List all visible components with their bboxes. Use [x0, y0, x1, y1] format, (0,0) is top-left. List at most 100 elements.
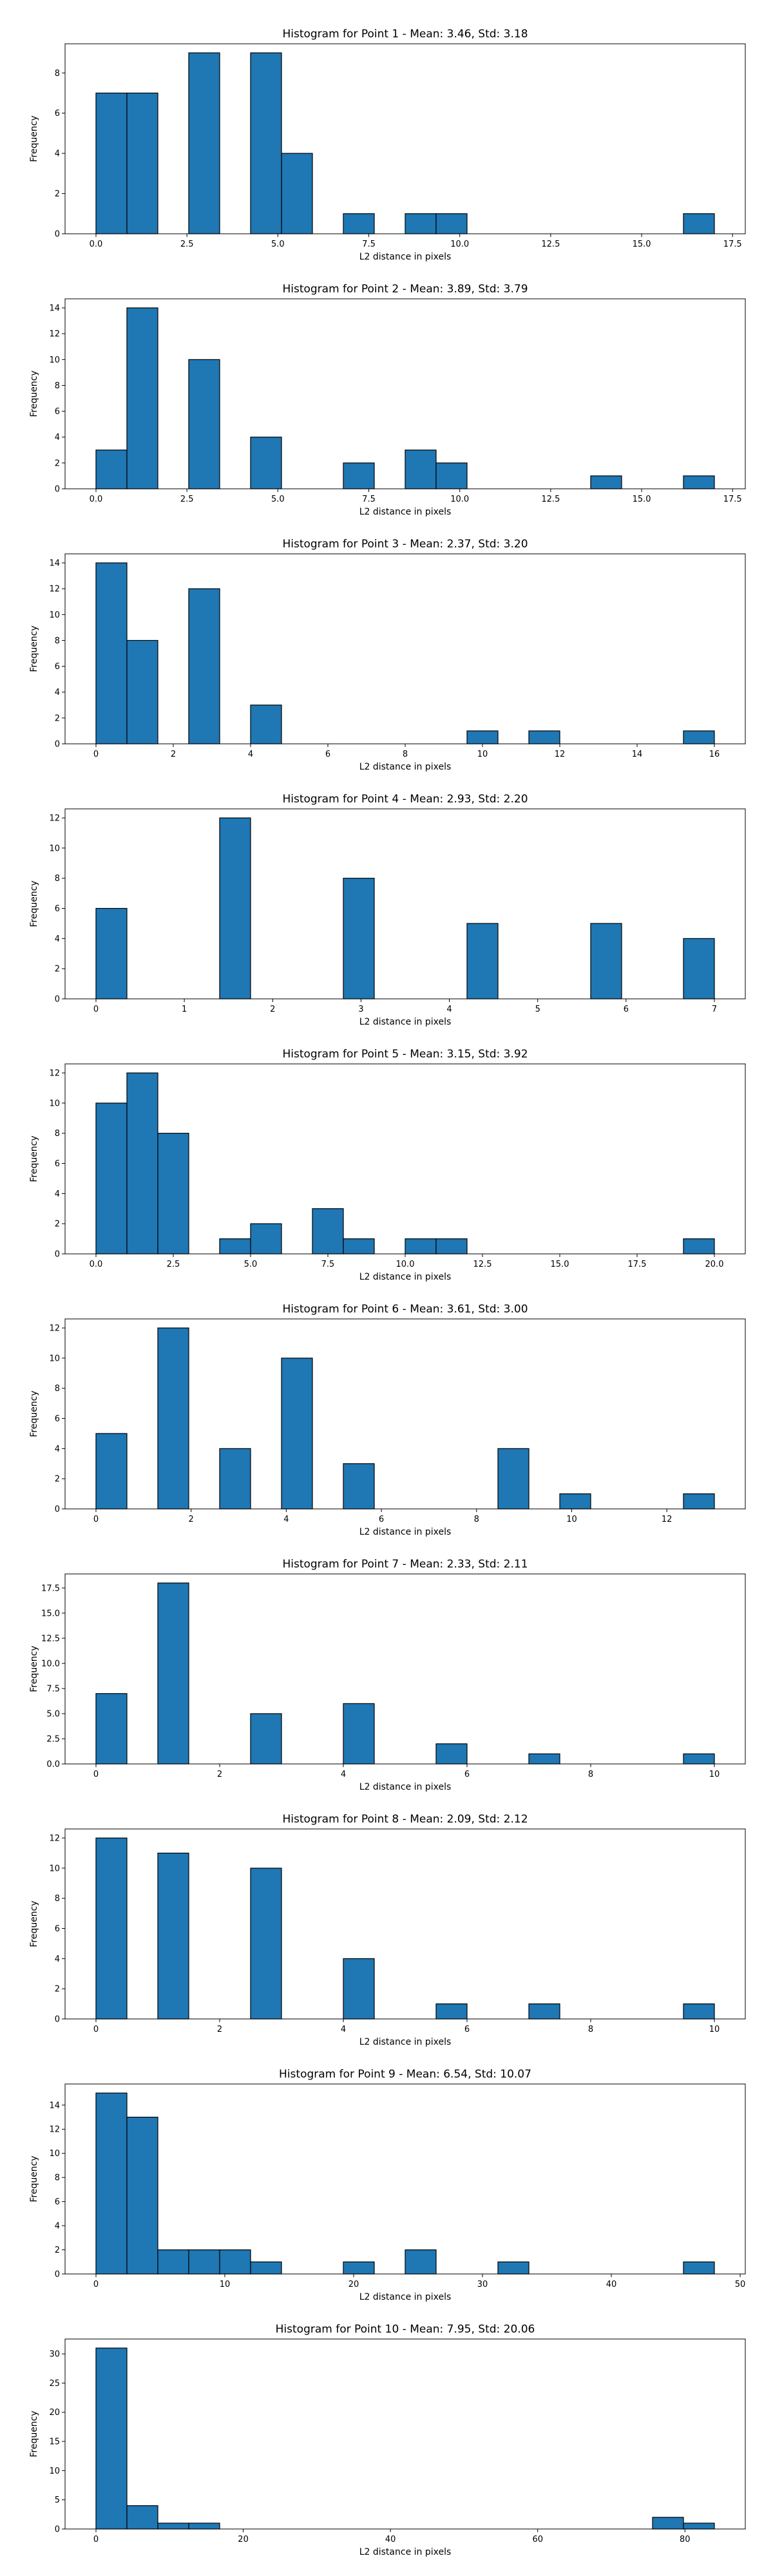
y-axis: 0 2 4 6 8 10 12: [49, 1834, 65, 2025]
y-tick-label: 12: [49, 814, 60, 824]
y-axis: 0 2 4 6 8: [55, 69, 65, 240]
y-tick-label: 12: [49, 1324, 60, 1334]
x-tick-label: 10: [566, 1515, 577, 1524]
histogram-bar: [683, 1238, 715, 1255]
histogram-bar: [497, 2261, 530, 2275]
histogram-bar: [590, 475, 622, 489]
chart-title: Histogram for Point 3 - Mean: 2.37, Std:…: [282, 538, 528, 551]
x-tick-label: 0: [93, 2535, 99, 2544]
histogram-bar: [188, 2523, 220, 2530]
bars: [95, 307, 715, 489]
y-axis-label: Frequency: [29, 1900, 39, 1947]
x-tick-label: 0: [93, 2280, 99, 2289]
histogram-bar: [250, 705, 282, 744]
y-tick-label: 15: [49, 2438, 60, 2447]
histogram-bar: [157, 2249, 189, 2275]
bars: [95, 1837, 715, 2020]
y-tick-label: 0: [55, 740, 60, 750]
histogram-bar: [435, 1238, 468, 1255]
x-tick-label: 10: [477, 750, 488, 759]
x-tick-label: 8: [403, 750, 408, 759]
x-tick-label: 10.0: [450, 240, 469, 249]
y-axis: 0 2 4 6 8 10 12: [49, 1069, 65, 1260]
histogram-bar: [652, 2517, 684, 2530]
histogram-panel-4: Histogram for Point 4 - Mean: 2.93, Std:…: [0, 770, 773, 1027]
histogram-svg-8: Histogram for Point 8 - Mean: 2.09, Std:…: [29, 1813, 746, 2047]
x-axis-label: L2 distance in pixels: [359, 2547, 452, 2557]
axes-frame: [64, 2083, 746, 2275]
y-tick-label: 10: [49, 1099, 60, 1108]
histogram-bar: [219, 1238, 251, 1255]
x-tick-label: 15.0: [551, 1260, 569, 1269]
y-tick-label: 4: [55, 1189, 60, 1199]
y-tick-label: 14: [49, 2101, 60, 2110]
histogram-bar: [683, 2261, 715, 2275]
chart-title: Histogram for Point 10 - Mean: 7.95, Std…: [276, 2323, 535, 2336]
histogram-bar: [343, 462, 375, 489]
y-tick-label: 12: [49, 585, 60, 594]
y-tick-label: 4: [55, 934, 60, 944]
histogram-panel-10: Histogram for Point 10 - Mean: 7.95, Std…: [0, 2300, 773, 2557]
histogram-bar: [157, 1327, 189, 1510]
x-tick-label: 15.0: [633, 495, 651, 504]
x-axis: 0 10 20 30 40 50: [93, 2274, 745, 2289]
y-tick-label: 0: [55, 2525, 60, 2535]
y-axis: 0 2 4 6 8 10 12: [49, 1324, 65, 1515]
y-tick-label: 10: [49, 2149, 60, 2159]
y-tick-label: 0: [55, 2015, 60, 2025]
y-axis-label: Frequency: [29, 1645, 39, 1692]
x-axis-label: L2 distance in pixels: [359, 1017, 452, 1027]
histogram-bar: [466, 730, 499, 744]
y-tick-label: 0.0: [46, 1760, 60, 1770]
x-tick-label: 10: [709, 2025, 720, 2034]
histogram-bar: [250, 437, 282, 489]
y-tick-label: 10: [49, 844, 60, 853]
y-axis: 0 2 4 6 8 10 12 14: [49, 559, 65, 750]
histogram-bar: [343, 213, 375, 234]
histogram-bar: [343, 878, 375, 999]
y-tick-label: 0: [55, 485, 60, 495]
y-tick-label: 6: [55, 407, 60, 417]
histogram-bar: [683, 1493, 715, 1510]
histogram-bar: [435, 1743, 468, 1765]
histogram-bar: [405, 2249, 437, 2275]
histogram-bar: [126, 92, 158, 234]
y-tick-label: 7.5: [46, 1684, 60, 1694]
histogram-bar: [250, 2261, 282, 2275]
x-tick-label: 0.0: [90, 495, 103, 504]
x-tick-label: 7.5: [321, 1260, 335, 1269]
x-tick-label: 50: [735, 2280, 746, 2289]
x-axis-label: L2 distance in pixels: [359, 1272, 452, 1282]
y-tick-label: 8: [55, 636, 60, 646]
y-tick-label: 5: [55, 2496, 60, 2505]
axes-frame: [64, 1318, 746, 1510]
histogram-panel-7: Histogram for Point 7 - Mean: 2.33, Std:…: [0, 1535, 773, 1792]
histogram-bar: [250, 1223, 282, 1255]
histogram-bar: [126, 2505, 158, 2530]
y-tick-label: 10: [49, 2467, 60, 2476]
y-tick-label: 0: [55, 1505, 60, 1515]
y-tick-label: 10: [49, 355, 60, 365]
x-tick-label: 4: [341, 1770, 346, 1779]
histogram-bar: [157, 1133, 189, 1255]
x-tick-label: 20.0: [705, 1260, 724, 1269]
y-tick-label: 10.0: [41, 1659, 60, 1669]
x-axis: 0 2 4 6 8 10: [93, 1764, 720, 1779]
y-axis-label: Frequency: [29, 1390, 39, 1437]
x-tick-label: 17.5: [723, 240, 742, 249]
histogram-bar: [95, 2092, 128, 2275]
x-tick-label: 2.5: [167, 1260, 180, 1269]
histogram-bar: [683, 730, 715, 744]
histogram-bar: [683, 2523, 715, 2530]
histogram-bar: [157, 2523, 189, 2530]
x-tick-label: 5.0: [271, 240, 285, 249]
axes-frame: [64, 43, 746, 234]
histogram-bar: [157, 1582, 189, 1765]
histogram-bar: [435, 213, 468, 234]
histogram-svg-1: Histogram for Point 1 - Mean: 3.46, Std:…: [29, 28, 746, 262]
y-axis-label: Frequency: [29, 370, 39, 417]
y-tick-label: 2: [55, 1475, 60, 1484]
x-tick-label: 17.5: [723, 495, 742, 504]
y-tick-label: 4: [55, 1955, 60, 1964]
chart-title: Histogram for Point 8 - Mean: 2.09, Std:…: [282, 1813, 528, 1826]
